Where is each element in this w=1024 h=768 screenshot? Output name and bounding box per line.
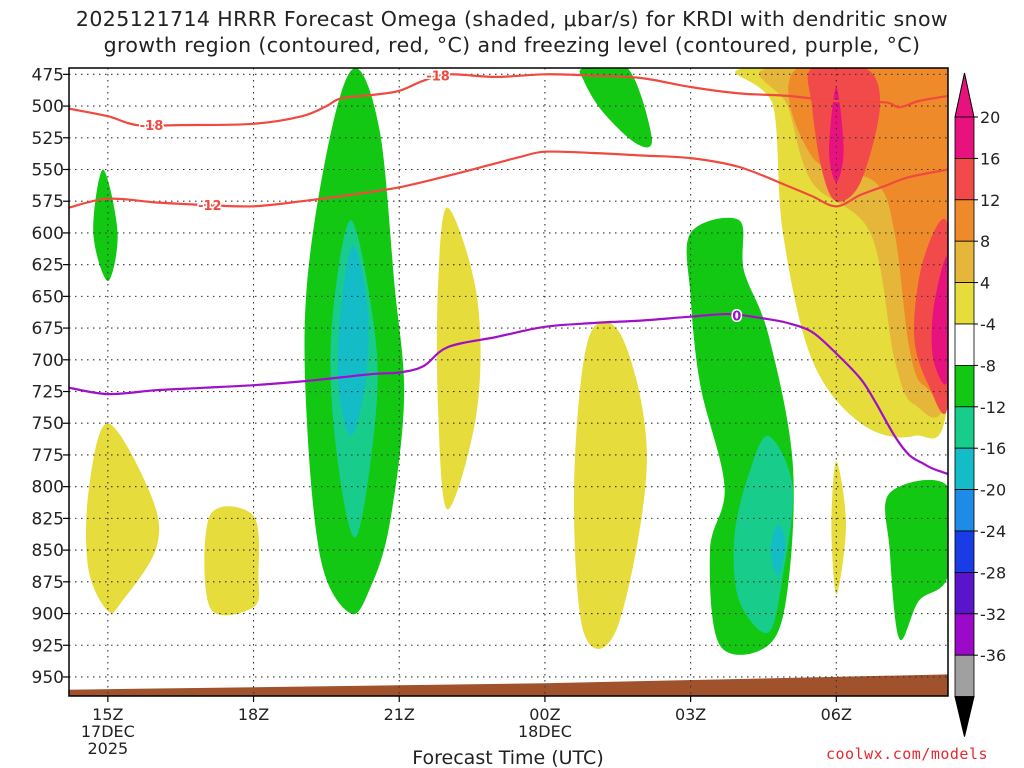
y-axis: 475 500 525 550 575 600 625 650 675 700 725 750 775 8… <box>32 65 69 688</box>
grid-layer <box>69 68 948 696</box>
y-tick-label-575: 575 <box>32 192 64 212</box>
y-tick-label-850: 850 <box>32 541 64 561</box>
x-axis-title: Forecast Time (UTC) <box>412 747 603 768</box>
x-tick-label-06Z: 06Z <box>821 705 852 724</box>
y-tick-label-500: 500 <box>32 97 64 117</box>
contour-layer: -18 -18 -12 0 <box>69 68 948 476</box>
colorbar-top-triangle <box>954 72 975 118</box>
omega-region--4-12 <box>93 169 118 282</box>
colorbar-label-7: -12 <box>980 398 1006 417</box>
y-tick-label-800: 800 <box>32 478 64 498</box>
y-tick-label-675: 675 <box>32 319 64 339</box>
colorbar-label-5: -4 <box>980 315 996 334</box>
y-tick-label-725: 725 <box>32 383 64 403</box>
colorbar-label-9: -20 <box>980 481 1006 500</box>
y-tick-label-475: 475 <box>32 65 64 85</box>
y-tick-label-925: 925 <box>32 636 64 656</box>
omega-region-4-0 <box>86 423 160 614</box>
y-tick-label-550: 550 <box>32 160 64 180</box>
colorbar-swatch-7 <box>954 406 975 449</box>
x-year-label-15Z: 2025 <box>87 739 128 758</box>
contour-minus18 <box>69 73 948 127</box>
y-tick-label-950: 950 <box>32 668 64 688</box>
colorbar-label-6: -8 <box>980 356 996 375</box>
omega-region-4-3 <box>573 321 647 649</box>
omega-region-4-1 <box>204 506 260 616</box>
y-tick-label-650: 650 <box>32 287 64 307</box>
y-tick-label-875: 875 <box>32 573 64 593</box>
colorbar-swatch-6 <box>954 364 975 408</box>
y-tick-label-900: 900 <box>32 605 64 625</box>
colorbar-swatch-1 <box>954 157 975 201</box>
contour-minus12 <box>69 150 948 209</box>
contour-label-freezing0-0: 0 <box>732 309 741 324</box>
colorbar-label-0: 20 <box>980 108 1000 127</box>
x-date-label-15Z: 17DEC <box>81 722 135 741</box>
colorbar-swatch-0 <box>954 116 975 159</box>
colorbar-swatch-11 <box>954 572 975 615</box>
contour-freezing0 <box>69 312 948 476</box>
chart-title-line2: growth region (contoured, red, °C) and f… <box>103 33 921 57</box>
contour-label-minus12-0: -12 <box>198 199 222 214</box>
colorbar-bottom-triangle <box>954 696 975 737</box>
omega-region--12-19 <box>337 245 369 436</box>
colorbar-swatch-13 <box>954 654 975 698</box>
colorbar-swatch-8 <box>954 447 975 491</box>
y-tick-label-750: 750 <box>32 414 64 434</box>
colorbar-label-1: 16 <box>980 149 1000 168</box>
colorbar-label-4: 4 <box>980 274 990 293</box>
y-tick-label-775: 775 <box>32 446 64 466</box>
x-tick-label-15Z: 15Z <box>92 705 123 724</box>
x-tick-label-18Z: 18Z <box>238 705 269 724</box>
plot-frame <box>68 67 949 697</box>
chart-title-line1: 2025121714 HRRR Forecast Omega (shaded, … <box>75 7 949 31</box>
contour-label-minus18-1: -18 <box>426 70 450 85</box>
y-tick-label-825: 825 <box>32 509 64 529</box>
colorbar-label-13: -36 <box>980 646 1006 665</box>
terrain-layer <box>69 674 948 696</box>
omega-shading <box>86 68 948 655</box>
colorbar-swatch-4 <box>954 282 975 325</box>
colorbar-label-3: 8 <box>980 232 990 251</box>
colorbar-label-2: 12 <box>980 191 1000 210</box>
colorbar-swatch-9 <box>954 489 975 532</box>
x-tick-label-21Z: 21Z <box>384 705 415 724</box>
colorbar-swatch-3 <box>954 240 975 283</box>
colorbar-label-12: -32 <box>980 605 1006 624</box>
colorbar-label-10: -24 <box>980 522 1006 541</box>
plot-border <box>68 67 949 697</box>
y-tick-label-525: 525 <box>32 129 64 149</box>
omega-region-4-5 <box>831 461 846 595</box>
colorbar: 20 16 12 8 4 -4 -8 -12 -16 -20 -24 -28 -32 -36 <box>954 72 1006 737</box>
colorbar-label-8: -16 <box>980 439 1006 458</box>
x-tick-label-03Z: 03Z <box>675 705 706 724</box>
credit-text: coolwx.com/models <box>826 745 989 763</box>
y-tick-label-700: 700 <box>32 351 64 371</box>
omega-region--4-14 <box>579 68 652 148</box>
y-tick-label-625: 625 <box>32 256 64 276</box>
chart-title: 2025121714 HRRR Forecast Omega (shaded, … <box>0 6 1024 58</box>
contour-label-minus18-0: -18 <box>140 119 164 134</box>
colorbar-swatch-10 <box>954 530 975 573</box>
x-date-label-00Z: 18DEC <box>518 722 572 741</box>
colorbar-label-11: -28 <box>980 563 1006 582</box>
y-tick-label-600: 600 <box>32 224 64 244</box>
colorbar-swatch-2 <box>954 199 975 242</box>
terrain-polygon <box>69 674 948 696</box>
colorbar-swatch-12 <box>954 613 975 656</box>
colorbar-swatch-5 <box>954 323 975 366</box>
omega-region--4-16 <box>885 479 948 641</box>
omega-region-20-11 <box>931 256 948 385</box>
x-tick-label-00Z: 00Z <box>529 705 560 724</box>
omega-region-4-2 <box>436 207 481 510</box>
omega-region--8-18 <box>733 435 794 634</box>
